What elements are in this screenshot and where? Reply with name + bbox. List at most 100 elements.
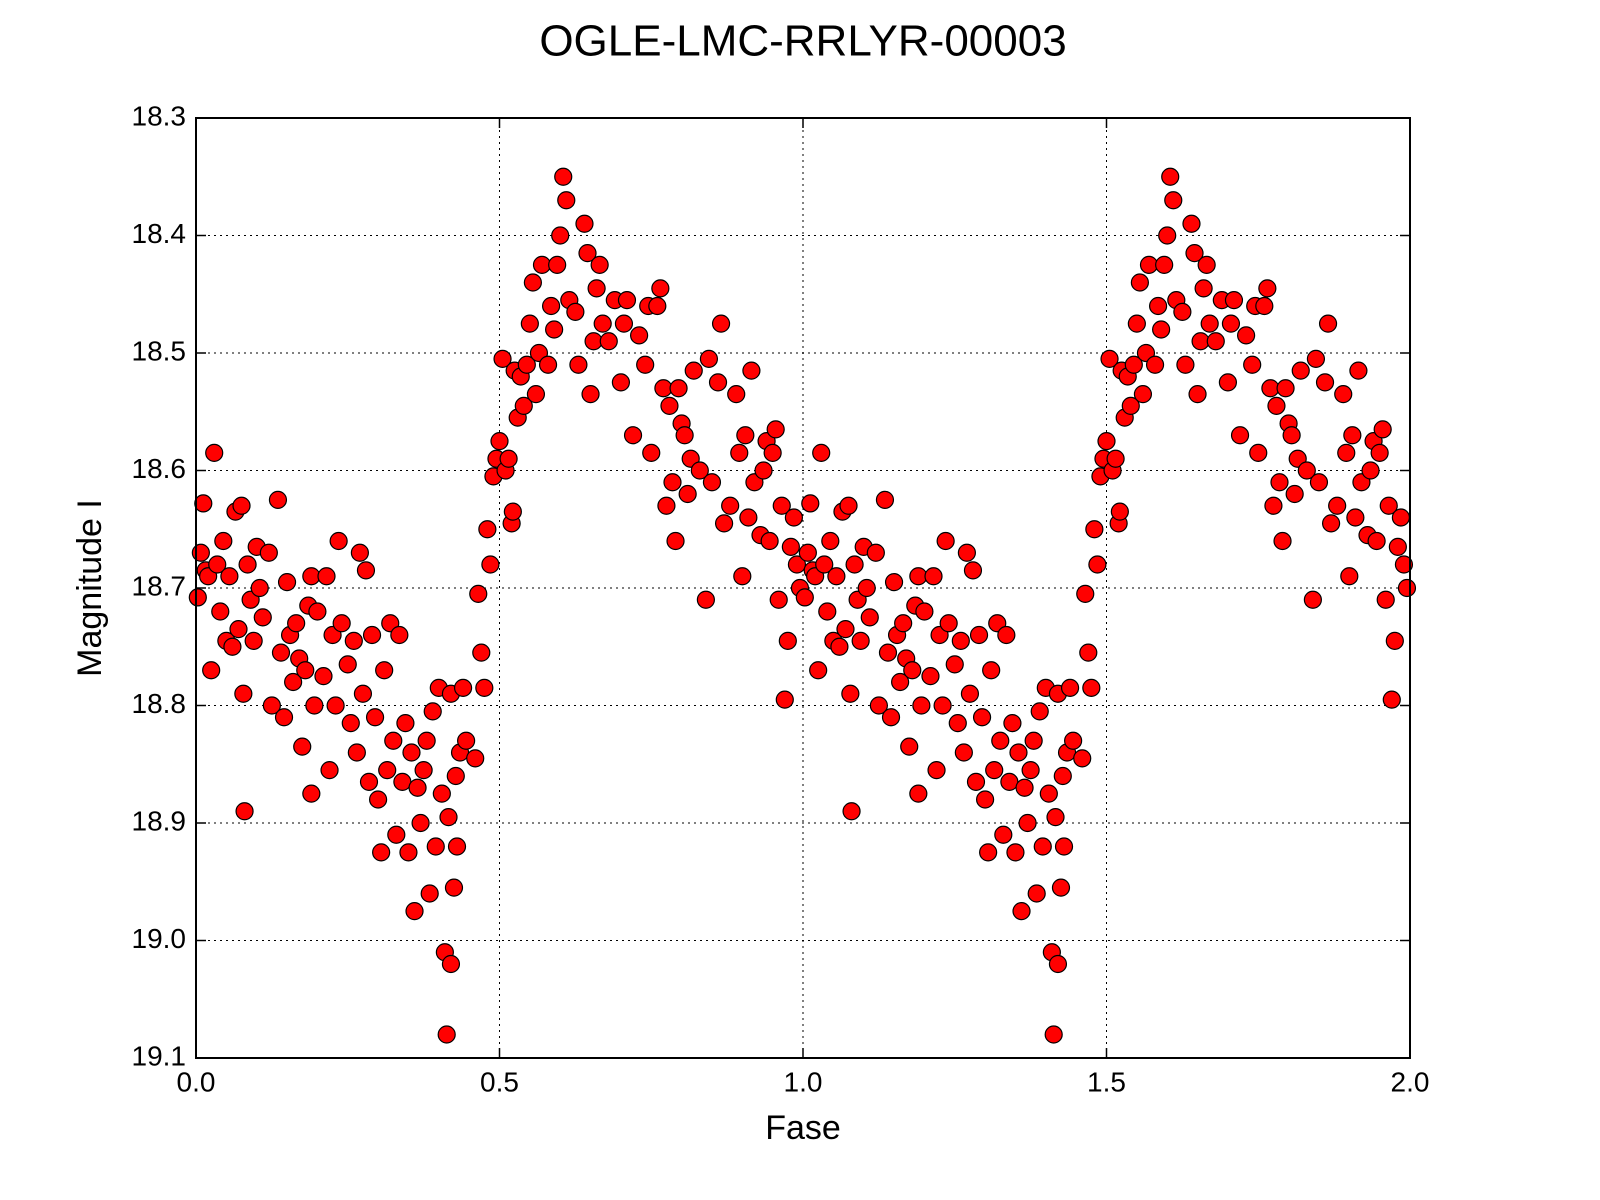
data-point [1191, 332, 1210, 351]
data-point [1079, 643, 1098, 662]
data-point [308, 602, 327, 621]
data-point [1385, 631, 1404, 650]
data-point [1110, 502, 1129, 521]
data-point [630, 326, 649, 345]
data-point [1124, 355, 1143, 374]
data-point [642, 443, 661, 462]
data-point [869, 696, 888, 715]
data-point [262, 696, 281, 715]
data-point [915, 602, 934, 621]
data-point [402, 743, 421, 762]
data-point [466, 749, 485, 768]
data-point [994, 825, 1013, 844]
data-point [821, 531, 840, 551]
data-point [517, 355, 536, 374]
data-point [1282, 426, 1301, 445]
data-point [1100, 349, 1119, 368]
data-point [359, 772, 379, 791]
data-point [566, 302, 585, 321]
data-point [188, 588, 207, 607]
data-point [839, 496, 858, 515]
data-point [538, 355, 558, 374]
data-point [439, 808, 458, 827]
y-tick-label: 18.9 [132, 805, 187, 836]
data-point [587, 279, 606, 298]
data-point [1044, 1025, 1063, 1044]
data-point [341, 714, 360, 733]
data-point [259, 543, 278, 562]
data-point [320, 761, 339, 780]
y-tick-label: 18.7 [132, 570, 187, 601]
data-point [657, 496, 676, 515]
data-point [678, 484, 697, 504]
data-point [1315, 373, 1335, 392]
data-point [250, 578, 269, 598]
data-point [1145, 355, 1165, 374]
data-point [708, 373, 728, 392]
x-tick-label: 0.0 [177, 1066, 216, 1097]
data-point [936, 531, 955, 551]
data-point [332, 614, 351, 633]
data-point [933, 696, 952, 715]
data-point [795, 588, 814, 607]
data-point [194, 494, 213, 513]
data-point [369, 790, 388, 809]
data-point [1152, 320, 1171, 339]
data-point [954, 743, 973, 762]
data-point [399, 843, 418, 862]
x-tick-label: 1.5 [1087, 1066, 1126, 1097]
data-point [611, 373, 631, 392]
data-point [1264, 496, 1283, 515]
data-point [1127, 314, 1146, 333]
data-point [208, 555, 227, 574]
data-point [714, 514, 734, 533]
data-point [1270, 473, 1289, 492]
data-point [305, 696, 324, 715]
data-point [836, 620, 855, 639]
data-point [384, 731, 403, 750]
data-point [1303, 590, 1322, 609]
data-point [963, 561, 983, 580]
data-point [1173, 302, 1192, 321]
data-point [1164, 191, 1183, 210]
data-point [982, 661, 1001, 680]
data-point [414, 761, 433, 780]
data-point [754, 461, 773, 480]
data-point [1003, 714, 1022, 733]
data-point [966, 772, 986, 791]
data-point [969, 625, 989, 645]
data-point [1133, 385, 1153, 404]
data-point [784, 508, 803, 527]
data-point [526, 385, 546, 404]
data-point [1076, 584, 1095, 603]
data-point [426, 837, 445, 856]
x-tick-label: 1.0 [784, 1066, 823, 1097]
data-point [985, 761, 1004, 780]
data-point [1161, 167, 1180, 186]
data-point [975, 790, 995, 809]
data-point [1206, 332, 1225, 351]
data-point [1155, 255, 1174, 274]
data-point [234, 684, 253, 703]
data-point [356, 561, 376, 580]
data-point [1261, 379, 1280, 398]
data-point [1249, 443, 1268, 462]
data-point [1188, 385, 1207, 404]
data-point [857, 578, 876, 598]
data-point [1243, 355, 1262, 374]
data-point [1006, 843, 1025, 862]
data-point [1012, 902, 1031, 921]
data-point [1255, 296, 1274, 316]
data-point [329, 531, 348, 551]
data-point [244, 631, 263, 650]
data-point [702, 473, 722, 492]
data-point [891, 672, 910, 692]
data-point [1039, 784, 1058, 803]
data-point [1349, 361, 1368, 380]
data-point [957, 543, 976, 562]
data-point [909, 784, 928, 803]
data-point [1376, 590, 1395, 609]
data-point [699, 349, 719, 368]
data-point [1060, 678, 1080, 697]
